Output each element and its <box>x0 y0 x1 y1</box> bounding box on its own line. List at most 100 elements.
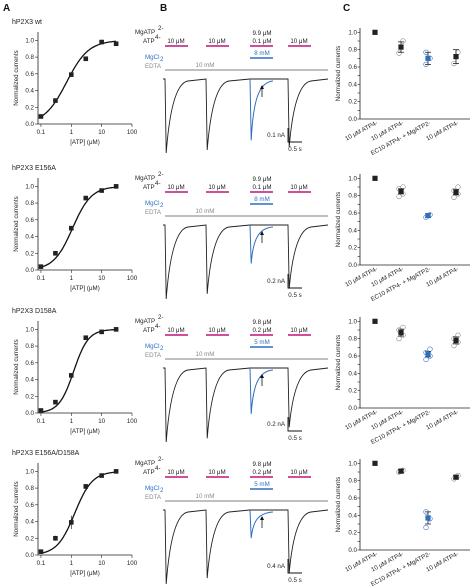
replicate-point <box>396 50 402 56</box>
scale-bar <box>287 559 302 574</box>
mgcl-value: 5 mM <box>254 481 269 488</box>
axis-lines <box>37 463 132 556</box>
y-axis-label: Normalized currents <box>335 477 342 532</box>
pulse1-label: 10 μM <box>167 469 184 476</box>
y-tick-label: 1.0 <box>348 460 357 467</box>
chart-title: hP2X3 E156A <box>12 165 56 172</box>
data-point <box>53 535 58 541</box>
pulse4-label: 10 μM <box>290 469 307 476</box>
y-tick-label: 0.8 <box>348 193 357 200</box>
data-point <box>113 184 119 189</box>
x-tick-label: 10 <box>98 275 105 282</box>
pulse3-bottom-label: 0.2 μM <box>252 469 271 476</box>
y-tick-label: 0.6 <box>348 64 357 71</box>
atp-charge: 4- <box>155 34 161 41</box>
current-trace-mg <box>249 509 274 539</box>
x-tick-label: 100 <box>127 560 138 567</box>
x-tick-label: 0.1 <box>37 129 46 136</box>
mgcl-label: MgCl <box>145 343 159 350</box>
mgatp-label: MgATP <box>135 318 155 325</box>
atp-charge: 4- <box>155 180 161 187</box>
y-tick-label: 0.8 <box>25 54 34 61</box>
y-tick-label: 0.4 <box>348 370 357 377</box>
y-tick-label: 0.6 <box>25 217 34 224</box>
x-axis-label: [ATP] (μM) <box>70 570 100 577</box>
data-point <box>53 250 58 256</box>
mean-point <box>425 55 431 61</box>
data-point <box>38 549 44 554</box>
data-point <box>99 188 104 193</box>
y-tick-label: 1.0 <box>25 183 34 190</box>
edta-value: 10 mM <box>196 493 215 500</box>
edta-label: EDTA <box>145 209 162 216</box>
mean-point <box>398 468 404 474</box>
current-trace-mg <box>249 224 274 264</box>
mgatp-label: MgATP <box>135 175 155 182</box>
axis-lines <box>359 317 470 409</box>
mgcl-value: 5 mM <box>254 339 269 346</box>
y-tick-label: 1.0 <box>348 175 357 182</box>
mgatp-label: MgATP <box>135 29 155 36</box>
scale-bar <box>287 274 302 289</box>
y-tick-label: 0.4 <box>25 519 34 526</box>
hill-fit-curve <box>40 40 117 118</box>
mgcl-value: 8 mM <box>254 50 269 57</box>
scale-current-label: 0.4 nA <box>267 563 286 570</box>
mgcl-subscript: 2 <box>160 202 164 209</box>
replicate-point <box>451 343 457 349</box>
atp-label: ATP <box>143 469 155 476</box>
edta-label: EDTA <box>145 63 162 70</box>
x-tick-label: 1 <box>70 129 74 136</box>
pulse3-bottom-label: 0.2 μM <box>252 327 271 334</box>
axis-lines <box>359 459 470 551</box>
mgatp-charge: 2- <box>158 456 164 463</box>
mgcl-subscript: 2 <box>160 56 164 63</box>
y-tick-label: 0.2 <box>25 104 34 111</box>
replicate-point <box>400 38 406 44</box>
scale-time-label: 0.5 s <box>288 146 301 153</box>
y-axis-label: Normalized currents <box>335 46 342 101</box>
y-tick-label: 0.8 <box>25 485 34 492</box>
data-point <box>38 114 44 119</box>
replicate-point <box>396 336 402 342</box>
y-tick-label: 0.2 <box>348 245 357 252</box>
y-tick-label: 0.8 <box>25 200 34 207</box>
pulse3-top-label: 9.9 μM <box>252 30 271 37</box>
dose-response-chart: hP2X3 D158A 0.0 0.2 0.4 0.6 0.8 1.0 0.1 1 10 100 [A… <box>12 308 138 435</box>
y-tick-label: 0.2 <box>348 388 357 395</box>
row-0: hP2X3 wt 0.0 0.2 0.4 0.6 0.8 1.0 0.1 1 10 100 [ATP]… <box>12 19 470 157</box>
pulse1-label: 10 μM <box>167 327 184 334</box>
data-point <box>113 469 119 474</box>
dose-response-chart: hP2X3 E156A 0.0 0.2 0.4 0.6 0.8 1.0 0.1 1 10 100 [A… <box>12 165 138 292</box>
edta-value: 10 mM <box>196 62 215 69</box>
replicate-point <box>455 184 461 190</box>
y-tick-label: 1.0 <box>25 37 34 44</box>
x-tick-label: 0.1 <box>37 560 46 567</box>
y-tick-label: 0.2 <box>25 250 34 257</box>
x-tick-label: 100 <box>127 418 138 425</box>
dose-response-chart: hP2X3 E156A/D158A 0.0 0.2 0.4 0.6 0.8 1.0 0.1 1 1… <box>12 450 138 577</box>
y-tick-label: 0.6 <box>348 495 357 502</box>
arrow-icon <box>260 374 264 378</box>
y-tick-label: 0.8 <box>25 343 34 350</box>
edta-value: 10 mM <box>196 351 215 358</box>
mgatp-charge: 2- <box>158 25 164 32</box>
x-axis-label: [ATP] (μM) <box>70 139 100 146</box>
replicate-point <box>451 194 457 200</box>
y-tick-label: 0.0 <box>25 121 34 128</box>
y-tick-label: 0.4 <box>25 234 34 241</box>
y-axis-label: Normalized currents <box>13 481 20 536</box>
y-axis-label: Normalized currents <box>335 192 342 247</box>
data-point <box>53 399 58 405</box>
y-axis-label: Normalized currents <box>13 50 20 105</box>
scale-time-label: 0.5 s <box>288 577 301 584</box>
y-tick-label: 0.8 <box>348 478 357 485</box>
data-point <box>68 72 74 77</box>
data-point <box>113 41 119 47</box>
row-2: hP2X3 D158A 0.0 0.2 0.4 0.6 0.8 1.0 0.1 1 10 100 [A… <box>12 308 470 446</box>
arrow-icon <box>260 231 264 235</box>
